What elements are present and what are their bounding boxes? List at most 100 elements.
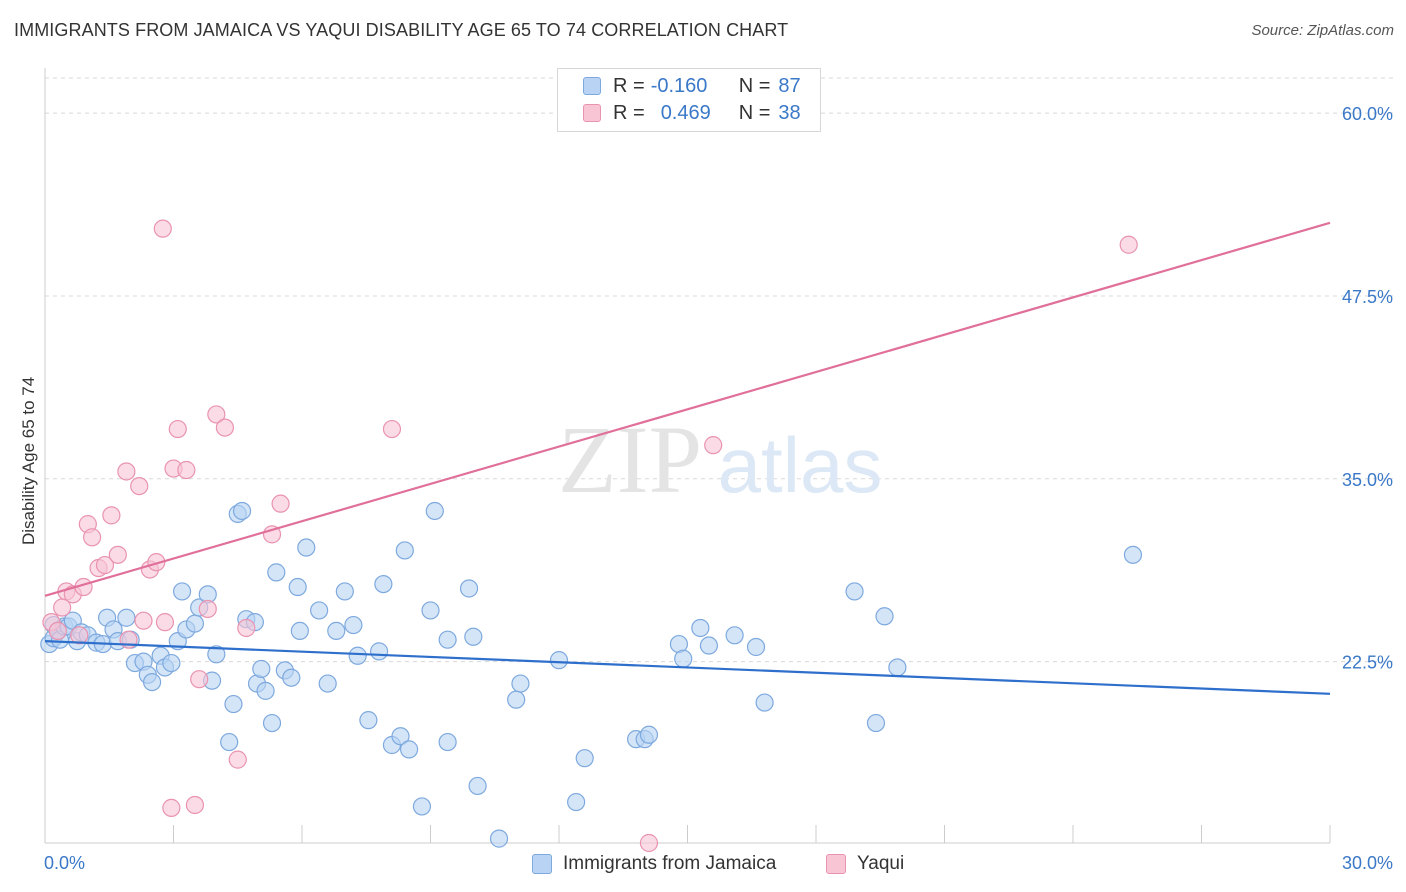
yaqui-point <box>117 462 136 481</box>
yaqui-point <box>237 618 256 638</box>
jamaica-point <box>639 725 659 744</box>
jamaica-point <box>232 501 252 521</box>
jamaica-point <box>425 501 444 521</box>
y-axis-label: Disability Age 65 to 74 <box>19 376 38 545</box>
yaqui-point <box>228 750 247 769</box>
jamaica-point <box>162 653 181 673</box>
y-tick-label: 22.5% <box>1342 653 1393 673</box>
yaqui-point <box>1119 235 1138 254</box>
jamaica-point <box>511 674 530 693</box>
jamaica-point <box>359 711 378 730</box>
jamaica-point <box>699 636 719 655</box>
grid-layer <box>45 77 1394 663</box>
legend-swatch-jamaica <box>532 854 552 874</box>
jamaica-point <box>185 614 205 633</box>
jamaica-point <box>374 574 393 594</box>
jamaica-point <box>117 608 136 627</box>
legend-swatch-yaqui <box>583 104 601 122</box>
yaqui-point <box>190 670 209 689</box>
trend-layer <box>44 221 1331 695</box>
x-tick-label: 30.0% <box>1342 853 1393 873</box>
legend-swatch-jamaica <box>583 77 601 95</box>
jamaica-point <box>348 646 367 665</box>
watermark: ZIP atlas <box>558 406 882 513</box>
jamaica-point <box>297 538 316 557</box>
series-legend-jamaica: Immigrants from Jamaica <box>532 851 776 877</box>
legend-label-yaqui: Yaqui <box>857 853 905 874</box>
jamaica-point <box>318 674 337 693</box>
yaqui-point <box>102 506 121 525</box>
tick-label-layer: 22.5% 35.0% 47.5% 60.0% 0.0% 30.0% <box>44 104 1393 873</box>
jamaica-point <box>310 601 329 620</box>
jamaica-point <box>489 829 509 848</box>
jamaica-point <box>866 713 886 733</box>
yaqui-point <box>168 419 187 439</box>
jamaica-point <box>575 749 594 768</box>
watermark-zip: ZIP <box>558 406 702 513</box>
points-layer <box>40 219 1143 853</box>
jamaica-point <box>755 693 774 712</box>
legend-r-label: R = <box>613 74 645 97</box>
jamaica-point <box>207 645 226 664</box>
jamaica-point <box>412 797 432 816</box>
jamaica-point <box>459 579 479 598</box>
jamaica-point <box>172 582 192 601</box>
legend-r-value: 0.469 <box>660 101 711 124</box>
jamaica-point <box>370 642 389 661</box>
y-tick-label: 35.0% <box>1342 470 1393 490</box>
yaqui-point <box>95 555 115 575</box>
legend-row-yaqui: R = 0.469 N = 38 <box>558 100 801 126</box>
watermark-atlas: atlas <box>718 421 883 509</box>
jamaica-point <box>399 740 419 759</box>
jamaica-point <box>290 621 309 641</box>
jamaica-point <box>256 681 275 700</box>
jamaica-point <box>1123 545 1143 564</box>
legend-n-label: N = <box>738 101 771 124</box>
jamaica-point <box>391 727 410 746</box>
yaqui-point <box>130 476 149 496</box>
source-label: Source: ZipAtlas.com <box>1251 22 1394 39</box>
jamaica-point <box>438 630 457 649</box>
legend-n-label: N = <box>738 74 771 97</box>
jamaica-point <box>674 649 693 668</box>
legend-r-label: R = <box>613 101 645 124</box>
jamaica-trend-line <box>44 640 1331 695</box>
yaqui-point <box>134 611 153 630</box>
jamaica-point <box>220 732 239 752</box>
yaqui-point <box>185 795 205 815</box>
yaqui-point <box>271 494 290 513</box>
jamaica-point <box>262 713 282 733</box>
jamaica-point <box>267 563 286 582</box>
yaqui-point <box>83 528 102 547</box>
jamaica-point <box>395 541 414 560</box>
yaqui-point <box>207 405 226 424</box>
yaqui-point <box>177 460 196 480</box>
yaqui-point <box>48 621 67 641</box>
x-tick-label: 0.0% <box>44 853 85 873</box>
jamaica-point <box>875 607 894 626</box>
jamaica-point <box>567 792 586 812</box>
yaqui-point <box>147 553 166 572</box>
yaqui-point <box>639 833 659 853</box>
jamaica-point <box>725 626 744 645</box>
jamaica-point <box>421 601 440 620</box>
jamaica-point <box>344 615 363 635</box>
yaqui-point <box>153 219 172 238</box>
jamaica-point <box>224 694 243 714</box>
jamaica-point <box>888 658 907 677</box>
jamaica-point <box>507 690 526 709</box>
jamaica-point <box>438 732 457 752</box>
series-legend-yaqui: Yaqui <box>826 851 904 877</box>
legend-r-value: -0.160 <box>650 74 708 97</box>
legend-row-jamaica: R = -0.160 N = 87 <box>558 73 801 99</box>
yaqui-point <box>162 798 181 817</box>
y-tick-label: 60.0% <box>1342 104 1393 124</box>
y-tick-label: 47.5% <box>1342 287 1393 307</box>
jamaica-point <box>549 651 569 670</box>
jamaica-point <box>691 618 710 638</box>
yaqui-point <box>198 599 217 619</box>
chart-title: IMMIGRANTS FROM JAMAICA VS YAQUI DISABIL… <box>14 20 789 40</box>
jamaica-point <box>468 776 487 796</box>
jamaica-point <box>464 627 483 646</box>
